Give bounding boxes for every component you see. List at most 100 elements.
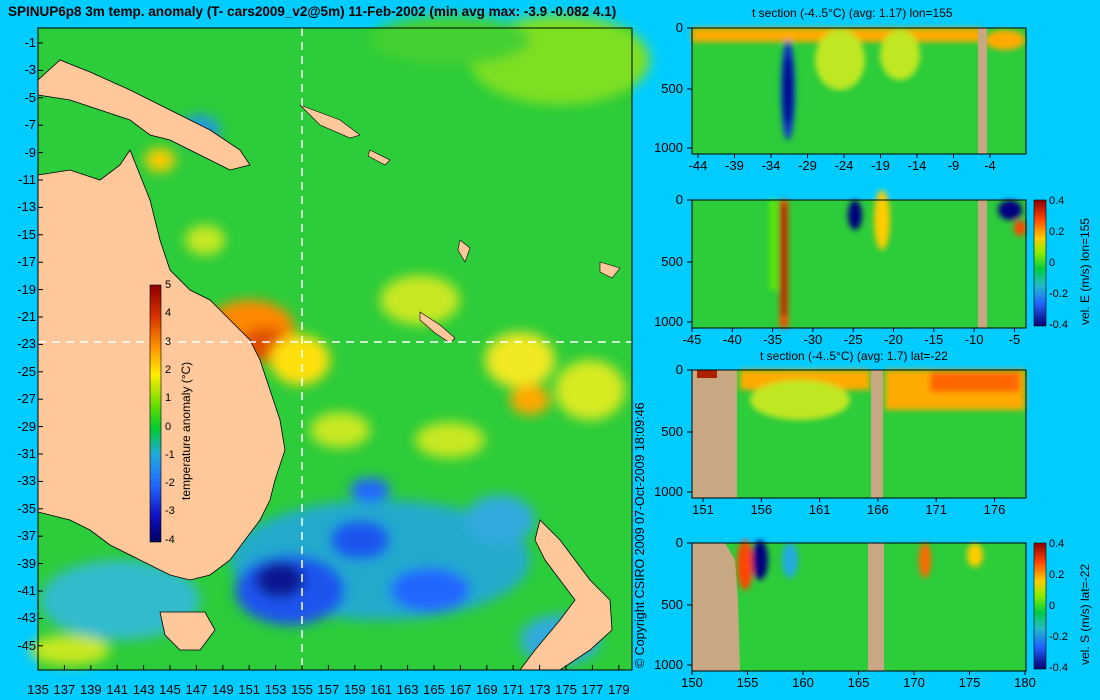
panel-1-y-tick: 500	[661, 81, 683, 96]
colorbar-tick-label: -1	[165, 448, 175, 461]
panel-1-x-tick: -24	[834, 158, 854, 173]
panel-1-x-tick: -39	[725, 158, 744, 173]
panel-3-x-tick: 161	[808, 502, 831, 517]
lon-tick-label: 149	[211, 682, 234, 697]
lon-tick-label: 155	[291, 682, 313, 697]
lon-tick-label: 151	[238, 682, 261, 697]
panel-2-y-tick: 0	[675, 192, 683, 207]
panel-4-x-tick: 165	[847, 675, 870, 690]
panel-2-x-tick: -15	[924, 332, 944, 347]
lon-tick-label: 171	[502, 682, 525, 697]
lat-tick-label: -33	[17, 473, 36, 489]
lon-tick-label: 137	[53, 682, 76, 697]
lat-tick-label: -13	[17, 199, 36, 215]
lat-tick-label: -29	[17, 418, 36, 434]
lat-tick-label: -39	[17, 555, 36, 571]
panel-2-x-tick: -30	[803, 332, 823, 347]
panel-4-colorbar-tick: -0.2	[1049, 631, 1068, 643]
lat-tick-label: -3	[24, 62, 36, 78]
lon-tick-label: 143	[132, 682, 155, 697]
panel-4-plot	[691, 540, 1027, 672]
panel-2-x-tick: -10	[964, 332, 984, 347]
panel-2-y-tick: 1000	[654, 314, 683, 329]
colorbar-tick-label: 3	[165, 335, 172, 348]
tick-marks	[37, 27, 1026, 675]
lon-tick-label: 145	[159, 682, 181, 697]
panel-4-x-tick: 155	[736, 675, 759, 690]
panel-4-y-tick: 1000	[654, 657, 683, 672]
temperature-colorbar	[149, 284, 162, 543]
panel-4-colorbar-label: vel. S (m/s) lat=-22	[1078, 563, 1092, 665]
panel-1-x-tick: -4	[984, 158, 996, 173]
colorbar-tick-label: -3	[165, 505, 175, 518]
panel-3-plot	[691, 369, 1027, 499]
panel-2-colorbar-tick: -0.4	[1049, 319, 1068, 331]
colorbar-tick-label: -2	[165, 477, 175, 490]
lon-tick-label: 179	[607, 682, 630, 697]
lat-tick-label: -31	[17, 446, 36, 461]
copyright-text: © Copyright CSIRO 2009 07-Oct-2009 18:09…	[633, 402, 647, 668]
map-colorbar-label: temperature anomaly (°C)	[179, 361, 193, 500]
lat-tick-label: -27	[17, 391, 36, 407]
panel-2-colorbar-tick: 0	[1049, 257, 1056, 269]
panel-3-x-tick: 166	[867, 502, 889, 517]
lat-tick-label: -37	[17, 528, 36, 544]
colorbar-tick-label: 1	[165, 392, 172, 405]
panel-2-colorbar-tick: -0.2	[1049, 288, 1068, 300]
lon-tick-label: 165	[423, 682, 445, 697]
panel-2-colorbar-label: vel. E (m/s) lon=155	[1078, 217, 1092, 325]
panel-2-x-tick: -35	[763, 332, 782, 347]
panel-4-y-tick: 0	[675, 535, 683, 550]
lon-tick-label: 167	[449, 682, 472, 697]
lat-tick-label: -23	[17, 336, 36, 352]
map-title: SPINUP6p8 3m temp. anomaly (T- cars2009_…	[8, 4, 617, 19]
panel-4-x-tick: 170	[903, 675, 925, 690]
lon-tick-label: 159	[343, 682, 366, 697]
panel-3-x-tick: 151	[692, 502, 714, 517]
colorbar-tick-label: 4	[165, 307, 172, 320]
lon-tick-label: 177	[581, 682, 604, 697]
panel-2-colorbar-tick: 0.2	[1049, 226, 1065, 238]
panel-3-y-tick: 1000	[654, 484, 683, 499]
panel-4-x-tick: 150	[681, 675, 703, 690]
lon-tick-label: 169	[475, 682, 498, 697]
panel-1-x-tick: -9	[947, 158, 960, 173]
lon-tick-label: 175	[555, 682, 577, 697]
lat-tick-label: -43	[17, 610, 36, 626]
lat-tick-label: -21	[17, 309, 36, 324]
panel-1-title: t section (-4..5°C) (avg: 1.17) lon=155	[752, 6, 953, 20]
colorbar-tick-label: -4	[165, 533, 175, 546]
lon-tick-label: 163	[396, 682, 419, 697]
panel-4-colorbar-tick: 0	[1049, 600, 1056, 612]
colorbar-tick-label: 2	[165, 363, 172, 376]
panel-1-x-tick: -19	[871, 158, 890, 173]
panel-3-title: t section (-4..5°C) (avg: 1.7) lat=-22	[760, 349, 948, 363]
panel-1-x-tick: -14	[907, 158, 927, 173]
panel-4-x-tick: 175	[958, 675, 981, 690]
panel-4-x-tick: 160	[792, 675, 814, 690]
lat-tick-label: -45	[17, 637, 36, 653]
panel-1-x-tick: -44	[688, 158, 708, 173]
panel-4-x-tick: 180	[1014, 675, 1036, 690]
lat-tick-label: -5	[24, 89, 36, 105]
lon-tick-label: 173	[528, 682, 551, 697]
panel-2-x-tick: -20	[884, 332, 903, 347]
lat-tick-label: -35	[17, 500, 36, 516]
panel-4-colorbar	[1033, 542, 1047, 670]
panel-1-x-tick: -29	[798, 158, 817, 173]
panel-4-colorbar-tick: 0.2	[1049, 569, 1065, 581]
panel-2-y-tick: 500	[661, 254, 683, 269]
panel-3-x-tick: 156	[750, 502, 773, 517]
panel-1-y-tick: 1000	[654, 140, 683, 155]
panel-2-colorbar-tick: 0.4	[1049, 195, 1065, 207]
panel-3-x-tick: 176	[983, 502, 1006, 517]
panel-3-x-tick: 171	[925, 502, 948, 517]
lat-tick-label: -1	[24, 35, 36, 50]
lat-tick-label: -15	[17, 226, 36, 242]
panel-2-x-tick: -45	[682, 332, 702, 347]
panel-3-y-tick: 500	[661, 424, 683, 439]
panel-4-y-tick: 500	[661, 597, 683, 612]
panel-3-y-tick: 0	[675, 362, 683, 377]
lon-tick-label: 161	[370, 682, 393, 697]
panel-4-colorbar-tick: -0.4	[1049, 662, 1068, 674]
